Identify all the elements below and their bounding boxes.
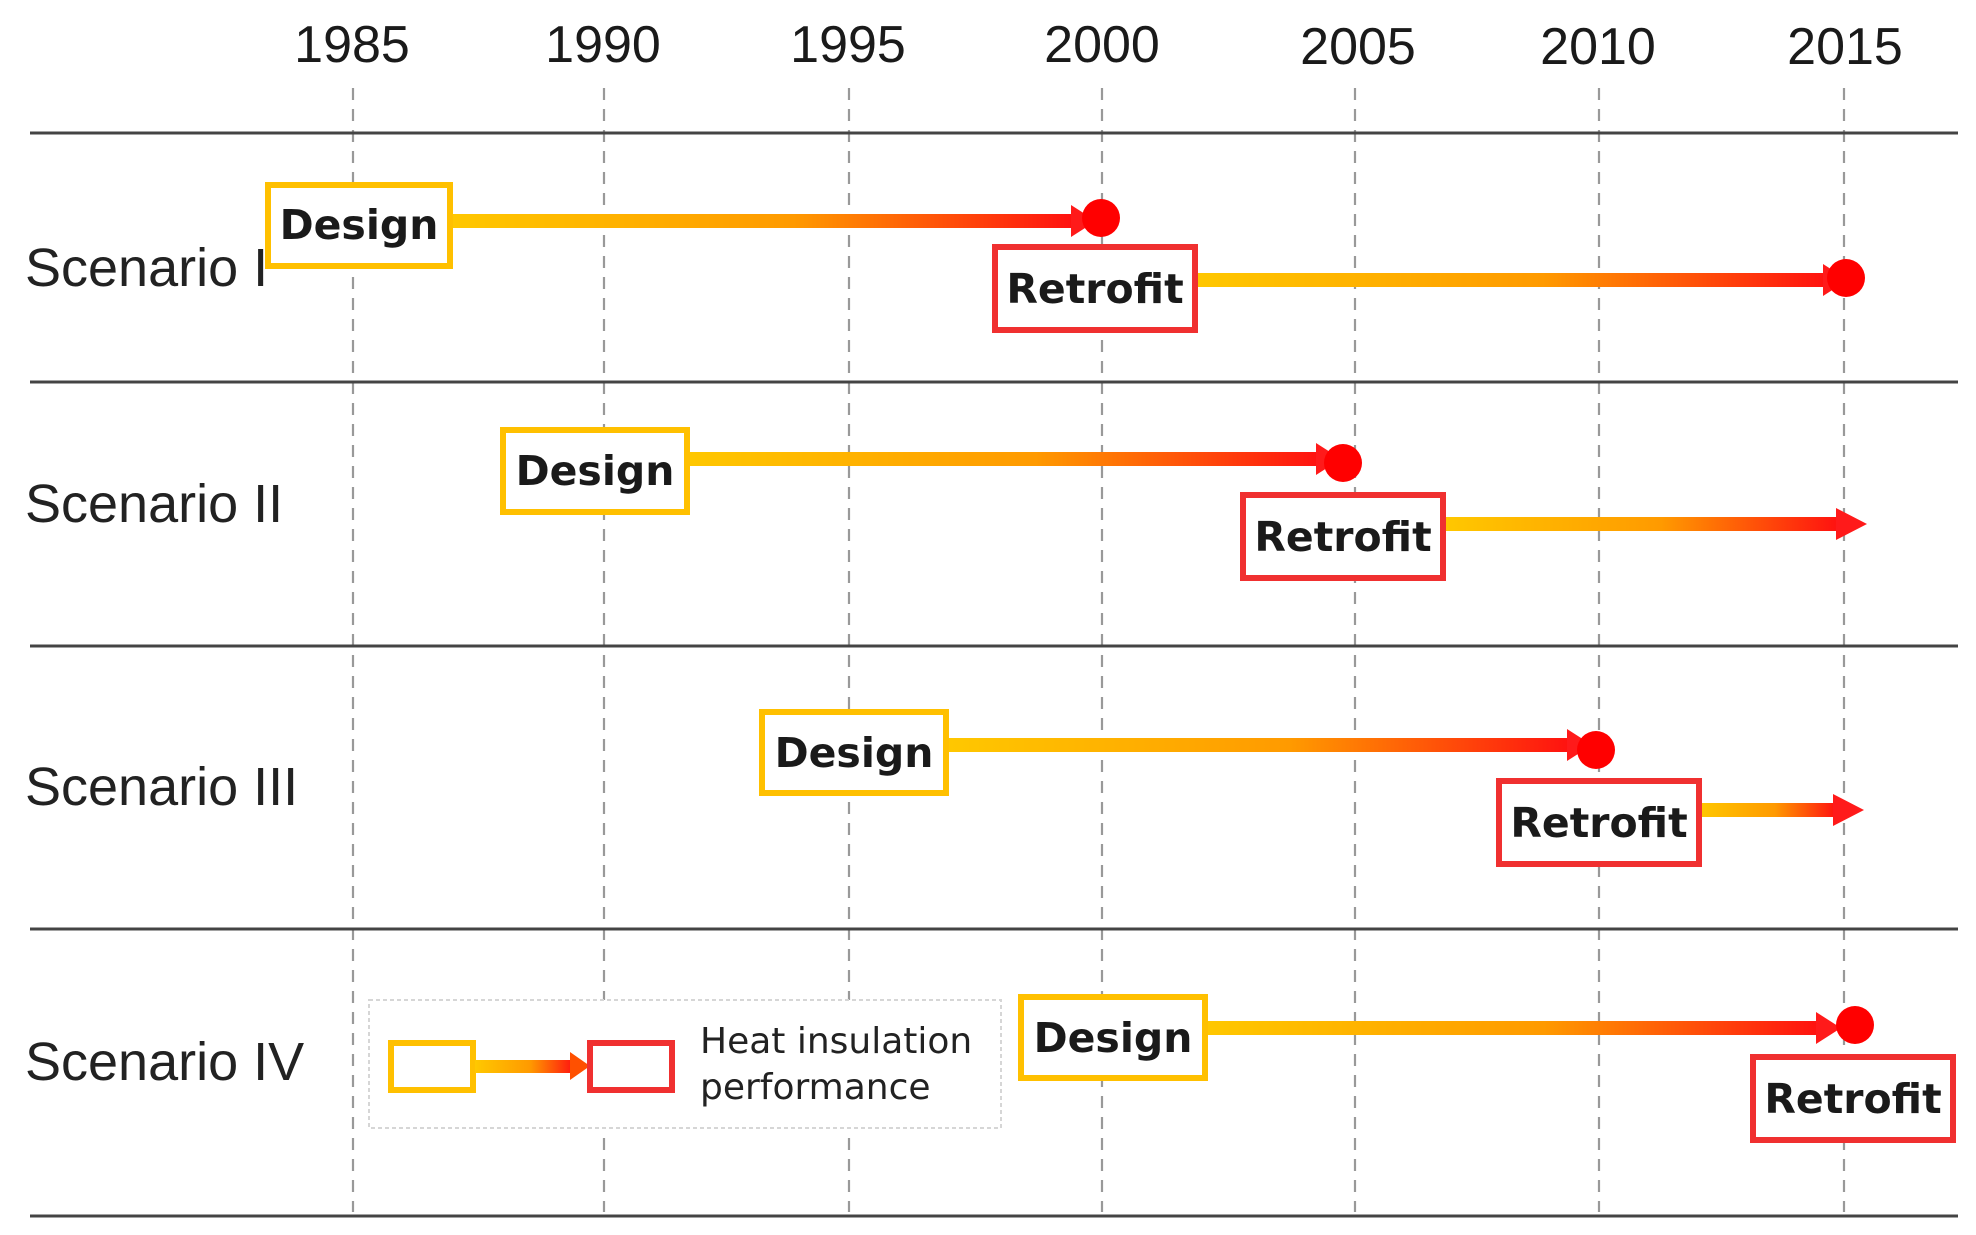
design-box bbox=[759, 709, 949, 796]
year-label: 1995 bbox=[790, 16, 906, 74]
scenario-2-row: Design Retrofit bbox=[500, 427, 1867, 581]
design-box-label: Design bbox=[775, 729, 934, 777]
row-separators bbox=[30, 131, 1958, 1218]
design-end-marker bbox=[1324, 444, 1362, 482]
scenario-4-row: Heat insulation performance Design Retro… bbox=[368, 994, 1956, 1143]
retrofit-arrow-head bbox=[1833, 794, 1864, 826]
design-box bbox=[265, 182, 453, 269]
legend-text-line2: performance bbox=[700, 1067, 931, 1108]
legend-design-box bbox=[388, 1040, 476, 1093]
year-label: 1985 bbox=[294, 16, 410, 74]
retrofit-arrow-head bbox=[1836, 508, 1867, 540]
scenario-label: Scenario IV bbox=[25, 1032, 304, 1092]
legend-retrofit-box bbox=[587, 1040, 675, 1093]
retrofit-arrow-shaft bbox=[1698, 803, 1837, 817]
retrofit-box-label: Retrofit bbox=[1006, 265, 1183, 313]
design-arrow-shaft bbox=[944, 738, 1573, 752]
retrofit-end-marker bbox=[1827, 259, 1865, 297]
design-arrow-shaft bbox=[450, 214, 1075, 228]
retrofit-arrow-shaft bbox=[1442, 517, 1840, 531]
retrofit-box bbox=[1750, 1054, 1956, 1143]
design-arrow-head bbox=[1816, 1012, 1841, 1044]
retrofit-box bbox=[992, 244, 1198, 333]
retrofit-arrow-shaft bbox=[1193, 273, 1829, 287]
scenario-1-row: Design Retrofit bbox=[265, 182, 1865, 333]
legend-arrow-head bbox=[570, 1052, 590, 1080]
retrofit-box bbox=[1496, 778, 1702, 867]
year-label: 2000 bbox=[1044, 16, 1160, 74]
design-end-marker bbox=[1577, 731, 1615, 769]
legend-arrow-shaft bbox=[475, 1060, 575, 1073]
year-axis: 1985 1990 1995 2000 2005 2010 2015 bbox=[294, 16, 1903, 76]
design-box-label: Design bbox=[280, 201, 439, 249]
design-box bbox=[500, 427, 690, 515]
design-end-marker bbox=[1836, 1006, 1874, 1044]
retrofit-box bbox=[1240, 492, 1446, 581]
scenario-label: Scenario I bbox=[25, 238, 268, 298]
year-label: 2005 bbox=[1300, 18, 1416, 76]
design-box-label: Design bbox=[1034, 1014, 1193, 1062]
design-box-label: Design bbox=[516, 447, 675, 495]
year-label: 2015 bbox=[1787, 18, 1903, 76]
design-end-marker bbox=[1082, 199, 1120, 237]
design-box bbox=[1018, 994, 1208, 1081]
scenario-3-row: Design Retrofit bbox=[759, 709, 1864, 867]
retrofit-box-label: Retrofit bbox=[1510, 799, 1687, 847]
scenario-labels: Scenario I Scenario II Scenario III Scen… bbox=[25, 238, 304, 1092]
year-label: 2010 bbox=[1540, 18, 1656, 76]
design-arrow-shaft bbox=[1204, 1021, 1822, 1035]
year-label: 1990 bbox=[545, 16, 661, 74]
retrofit-box-label: Retrofit bbox=[1254, 513, 1431, 561]
scenario-label: Scenario II bbox=[25, 474, 283, 534]
retrofit-box-label: Retrofit bbox=[1764, 1075, 1941, 1123]
scenario-label: Scenario III bbox=[25, 757, 298, 817]
legend-text-line1: Heat insulation bbox=[700, 1021, 972, 1062]
design-arrow-shaft bbox=[685, 452, 1322, 466]
